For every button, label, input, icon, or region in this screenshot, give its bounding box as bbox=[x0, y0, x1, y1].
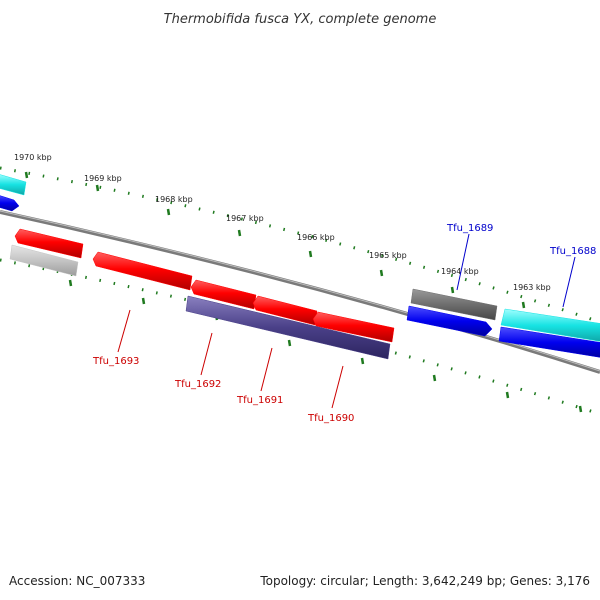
leader-line bbox=[260, 347, 273, 392]
gene-labels: Tfu_1689 Tfu_1688 Tfu_1693 Tfu_1692 Tfu_… bbox=[92, 223, 596, 424]
major-tick bbox=[287, 339, 292, 347]
feature-blue-left[interactable] bbox=[0, 195, 20, 212]
leader-line bbox=[117, 309, 131, 353]
major-tick bbox=[68, 279, 73, 287]
scale-label: 1970 kbp bbox=[14, 153, 52, 162]
gene-label-tfu-1689[interactable]: Tfu_1689 bbox=[446, 223, 493, 234]
major-tick bbox=[379, 269, 384, 277]
feature-red-left[interactable] bbox=[14, 228, 84, 259]
major-ticks bbox=[24, 171, 583, 413]
major-tick bbox=[578, 405, 583, 413]
leader-line bbox=[456, 233, 470, 291]
length-label: Length: bbox=[372, 574, 419, 588]
gene-tfu-1692[interactable] bbox=[190, 279, 257, 310]
gene-tfu-1689[interactable] bbox=[406, 305, 493, 337]
scale-label: 1966 kbp bbox=[297, 233, 335, 242]
accession-value: NC_007333 bbox=[76, 574, 146, 588]
gene-tfu-1688[interactable] bbox=[500, 308, 600, 342]
accession-label: Accession: bbox=[9, 574, 73, 588]
accession-line: Accession: NC_007333 bbox=[9, 574, 145, 588]
genome-backbone bbox=[0, 210, 600, 374]
feature-blue-right[interactable] bbox=[498, 326, 600, 358]
major-tick bbox=[505, 391, 510, 399]
major-tick bbox=[141, 297, 146, 305]
gene-label-tfu-1690[interactable]: Tfu_1690 bbox=[307, 413, 354, 424]
leader-line bbox=[562, 256, 576, 308]
major-tick bbox=[237, 229, 242, 237]
gene-tfu-1693[interactable] bbox=[92, 251, 193, 291]
scale-labels: 1970 kbp 1969 kbp 1968 kbp 1967 kbp 1966… bbox=[14, 153, 551, 292]
scale-label: 1964 kbp bbox=[441, 267, 479, 276]
scale-label: 1968 kbp bbox=[155, 195, 193, 204]
genome-summary-line: Topology: circular; Length: 3,642,249 bp… bbox=[260, 574, 590, 588]
gene-label-tfu-1688[interactable]: Tfu_1688 bbox=[549, 246, 596, 257]
genes-label: Genes: bbox=[509, 574, 552, 588]
major-tick bbox=[24, 171, 29, 179]
genome-backbone-highlight bbox=[0, 210, 600, 372]
features bbox=[0, 174, 600, 360]
gene-label-tfu-1691[interactable]: Tfu_1691 bbox=[236, 395, 283, 406]
scale-label: 1967 kbp bbox=[226, 214, 264, 223]
scale-label: 1963 kbp bbox=[513, 283, 551, 292]
map-title: Thermobifida fusca YX, complete genome bbox=[164, 12, 437, 27]
leader-line bbox=[331, 365, 344, 409]
major-tick bbox=[166, 208, 171, 216]
feature-cyan-left[interactable] bbox=[0, 174, 27, 196]
tick-ring-outer bbox=[0, 166, 600, 324]
major-tick bbox=[521, 301, 526, 309]
major-tick bbox=[432, 374, 437, 382]
major-tick bbox=[450, 286, 455, 294]
topology-label: Topology: bbox=[260, 574, 317, 588]
feature-gray-right[interactable] bbox=[410, 288, 498, 321]
major-tick bbox=[360, 357, 365, 365]
topology-value: circular bbox=[320, 574, 365, 588]
major-tick bbox=[95, 184, 100, 192]
genes-value: 3,176 bbox=[555, 574, 590, 588]
gene-label-tfu-1693[interactable]: Tfu_1693 bbox=[92, 356, 139, 367]
length-value: 3,642,249 bp bbox=[421, 574, 502, 588]
gene-label-tfu-1692[interactable]: Tfu_1692 bbox=[174, 379, 221, 390]
major-tick bbox=[308, 250, 313, 258]
scale-label: 1969 kbp bbox=[84, 174, 122, 183]
leader-line bbox=[200, 332, 213, 376]
leader-lines bbox=[117, 233, 576, 409]
feature-gray-left[interactable] bbox=[9, 244, 79, 277]
gene-tfu-1691[interactable] bbox=[252, 295, 318, 326]
gene-tfu-1690[interactable] bbox=[312, 311, 395, 343]
scale-label: 1965 kbp bbox=[369, 251, 407, 260]
feature-indigo-band[interactable] bbox=[185, 295, 391, 360]
